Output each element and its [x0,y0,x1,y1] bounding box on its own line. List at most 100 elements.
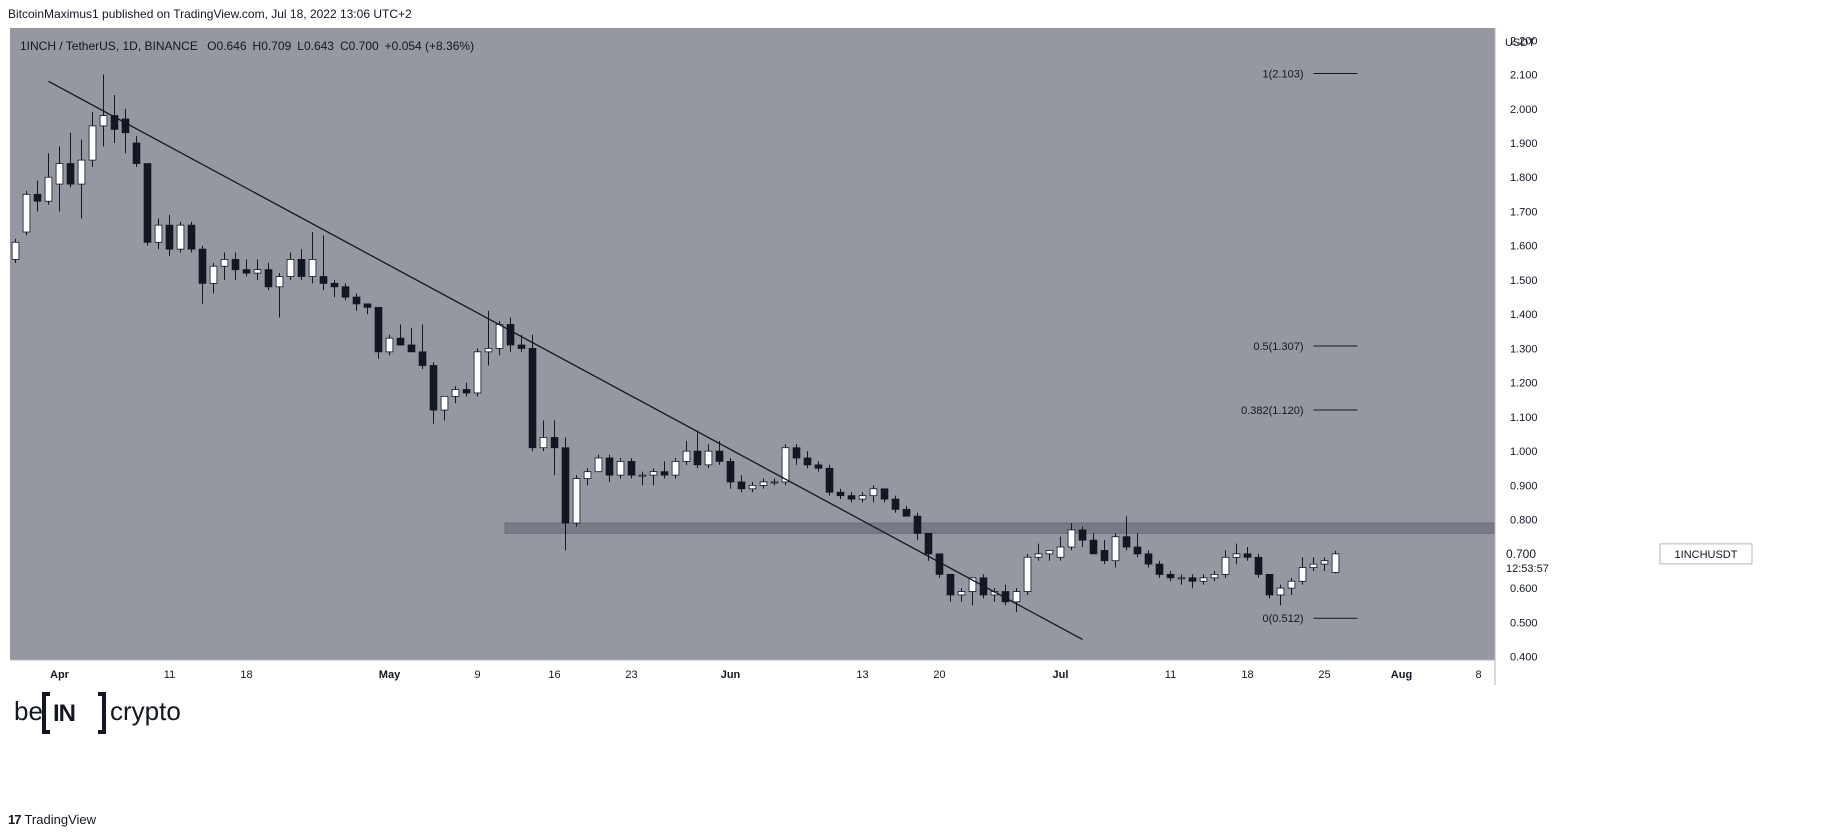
candle[interactable] [1078,526,1087,548]
candle[interactable] [946,574,955,602]
candle[interactable] [66,132,75,188]
candle[interactable] [517,334,526,352]
candle[interactable] [264,262,273,291]
candle[interactable] [506,317,515,352]
candle[interactable] [880,488,889,503]
candle[interactable] [825,464,834,496]
candle[interactable] [704,444,713,469]
candle[interactable] [759,478,768,489]
candle[interactable] [1243,547,1252,561]
candle[interactable] [1034,543,1043,561]
candle[interactable] [1199,574,1208,585]
candle[interactable] [165,214,174,256]
candle[interactable] [902,505,911,517]
candle[interactable] [1023,553,1032,595]
candle[interactable] [77,139,86,219]
candle[interactable] [770,478,779,486]
candle[interactable] [462,382,471,397]
candle[interactable] [121,108,130,154]
candle[interactable] [1276,584,1285,606]
candle[interactable] [308,232,317,284]
candle[interactable] [1265,574,1274,599]
candle[interactable] [957,588,966,602]
candle[interactable] [792,444,801,465]
candle[interactable] [473,348,482,397]
candle[interactable] [253,259,262,280]
candle[interactable] [638,471,647,486]
candle[interactable] [572,475,581,527]
candle[interactable] [1177,574,1186,585]
candle[interactable] [1221,550,1230,578]
candle[interactable] [913,512,922,541]
candle[interactable] [550,420,559,476]
candle[interactable] [1155,560,1164,578]
candle[interactable] [1111,533,1120,568]
candle[interactable] [1188,574,1197,589]
candle[interactable] [737,475,746,493]
candle[interactable] [583,468,592,486]
candle[interactable] [363,303,372,315]
descending-trendline[interactable] [48,80,1083,641]
candle[interactable] [649,468,658,486]
candle[interactable] [88,112,97,167]
candle[interactable] [1287,577,1296,595]
candle[interactable] [847,492,856,503]
candle[interactable] [341,283,350,301]
candle[interactable] [209,262,218,294]
candle[interactable] [1045,550,1054,561]
candle[interactable] [1232,543,1241,565]
candle[interactable] [110,95,119,143]
candle[interactable] [132,136,141,167]
last-price-tag[interactable]: 1INCHUSDT 0.700 12:53:57 [1497,543,1753,578]
candle[interactable] [748,481,757,493]
candle[interactable] [1298,557,1307,585]
resistance-zone[interactable] [504,522,1496,534]
candle[interactable] [1122,516,1131,551]
candle[interactable] [154,218,163,250]
candle[interactable] [418,324,427,369]
candle[interactable] [352,293,361,311]
candle[interactable] [44,153,53,205]
candle[interactable] [374,306,383,359]
candle[interactable] [803,451,812,469]
candle[interactable] [385,334,394,356]
candle[interactable] [319,235,328,291]
candle[interactable] [242,259,251,277]
candle[interactable] [1100,540,1109,565]
candle[interactable] [616,457,625,479]
candle[interactable] [1320,557,1329,571]
candle[interactable] [440,395,449,421]
candle[interactable] [1331,550,1340,574]
candle[interactable] [869,485,878,503]
candle[interactable] [715,440,724,465]
candle[interactable] [660,461,669,479]
candle[interactable] [836,488,845,500]
candle[interactable] [1210,570,1219,582]
candle[interactable] [143,163,152,246]
candle[interactable] [330,279,339,298]
candle[interactable] [22,190,31,236]
candle[interactable] [1254,553,1263,578]
candle[interactable] [55,146,64,212]
candle[interactable] [539,420,548,452]
candle[interactable] [407,327,416,353]
candle[interactable] [451,386,460,404]
candle[interactable] [1144,550,1153,568]
candle[interactable] [1089,533,1098,555]
candle[interactable] [814,461,823,472]
candle[interactable] [627,457,636,479]
candle[interactable] [594,454,603,473]
candle[interactable] [275,273,284,318]
candle[interactable] [605,454,614,482]
candle[interactable] [176,221,185,253]
candle[interactable] [187,221,196,253]
candle[interactable] [858,492,867,503]
candle[interactable] [1309,557,1318,571]
candle[interactable] [1012,588,1021,613]
candle[interactable] [682,440,691,465]
candle[interactable] [484,310,493,366]
candle[interactable] [297,249,306,280]
candle[interactable] [286,252,295,280]
candle[interactable] [726,457,735,489]
